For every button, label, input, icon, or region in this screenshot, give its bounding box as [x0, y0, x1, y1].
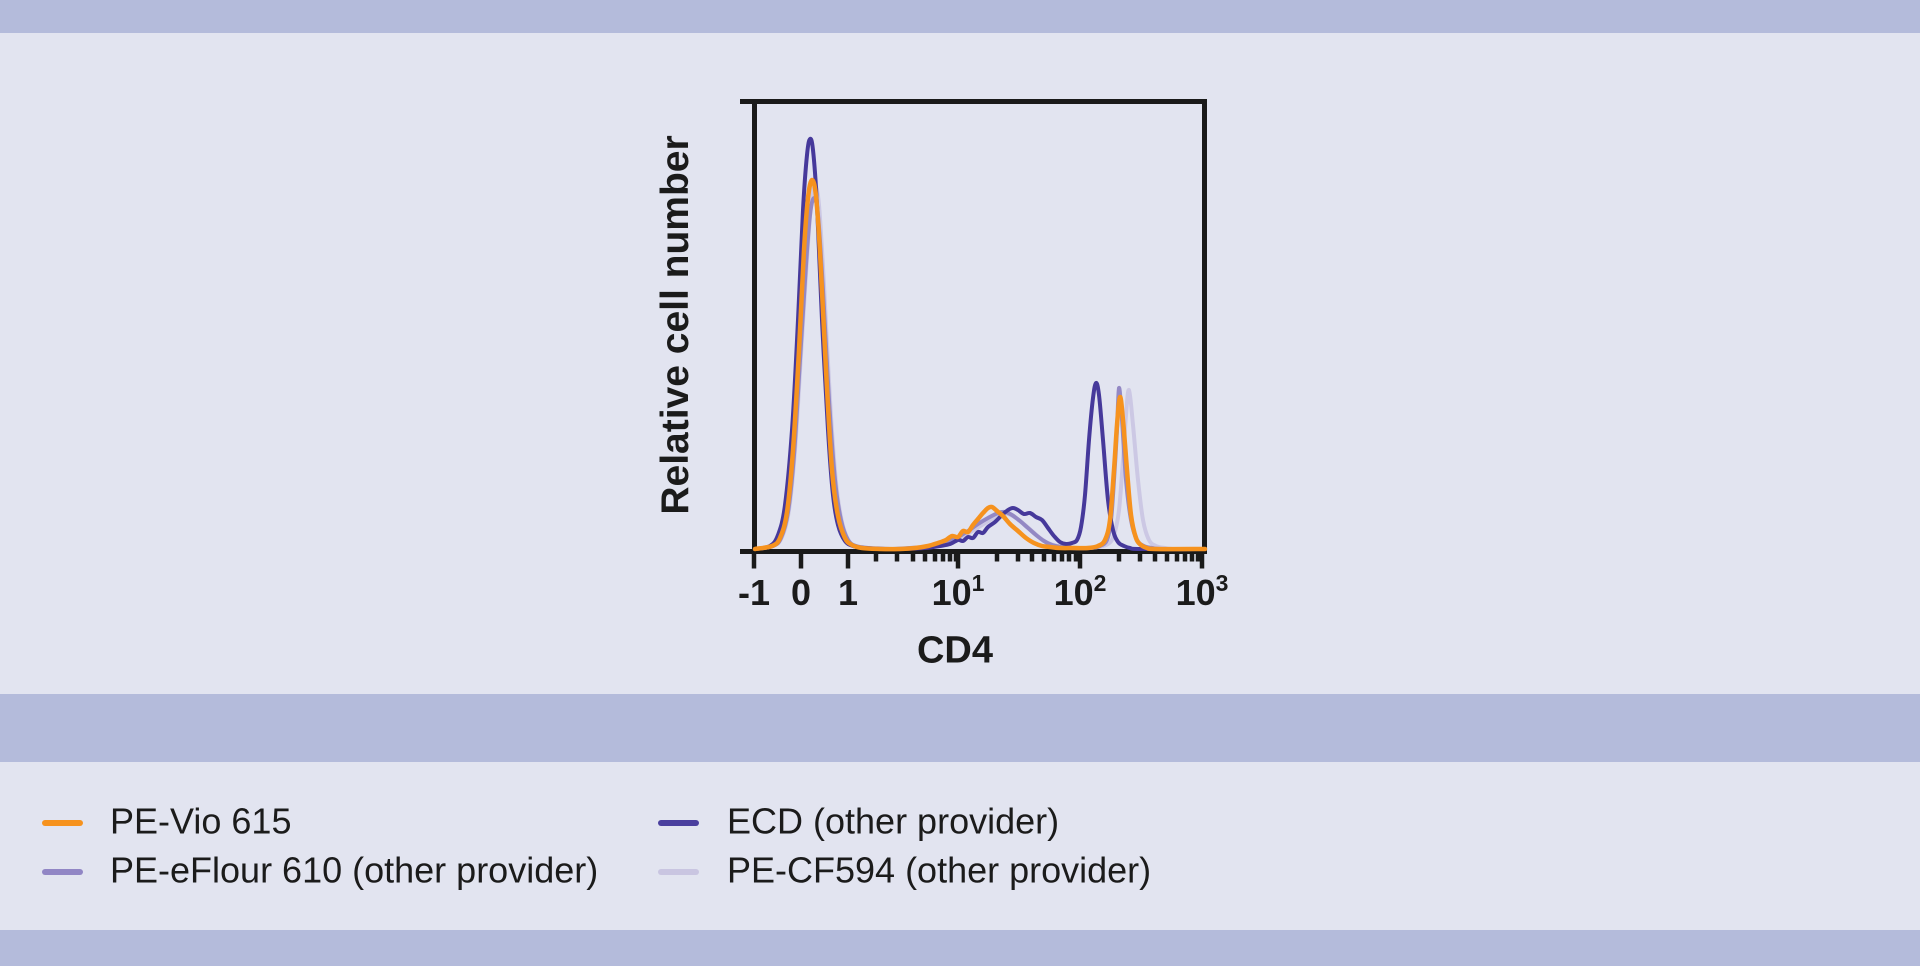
- tick-exponent: 1: [971, 570, 985, 596]
- y-axis-title: Relative cell number: [654, 135, 697, 515]
- x-tick-label: 101: [931, 570, 985, 614]
- curve-pe-vio-615: [752, 177, 1208, 552]
- x-axis-ticks: [751, 553, 1205, 569]
- legend-color-dash: [658, 869, 699, 875]
- x-tick-label: 1: [837, 572, 859, 613]
- axis-endcaps: [740, 99, 755, 554]
- legend-label: ECD (other provider): [727, 800, 1060, 842]
- legend-color-dash: [42, 820, 83, 826]
- tick-base: 10: [1175, 572, 1216, 613]
- axes: [740, 99, 1207, 569]
- x-tick-label: 103: [1175, 570, 1229, 614]
- top-band: [0, 0, 1920, 33]
- tick-base: 10: [931, 572, 972, 613]
- middle-band: [0, 694, 1920, 762]
- legend-label: PE-Vio 615: [110, 800, 292, 842]
- legend-label: PE-CF594 (other provider): [727, 849, 1152, 891]
- bottom-band: [0, 930, 1920, 966]
- tick-base: 10: [1053, 572, 1094, 613]
- histogram-curves: [752, 136, 1208, 552]
- curve-pe-eflour-610-other-provider: [753, 196, 1207, 552]
- plot-frame: [752, 99, 1207, 554]
- legend-color-dash: [42, 869, 83, 875]
- x-tick-label: 102: [1053, 570, 1107, 614]
- x-tick-label: 0: [790, 572, 812, 613]
- x-tick-label: -1: [737, 572, 771, 613]
- tick-exponent: 3: [1215, 570, 1229, 596]
- legend-color-dash: [658, 820, 699, 826]
- legend-label: PE-eFlour 610 (other provider): [110, 849, 599, 891]
- tick-exponent: 2: [1093, 570, 1107, 596]
- x-axis-title: CD4: [916, 629, 994, 672]
- curve-ecd-other-provider: [753, 136, 1207, 552]
